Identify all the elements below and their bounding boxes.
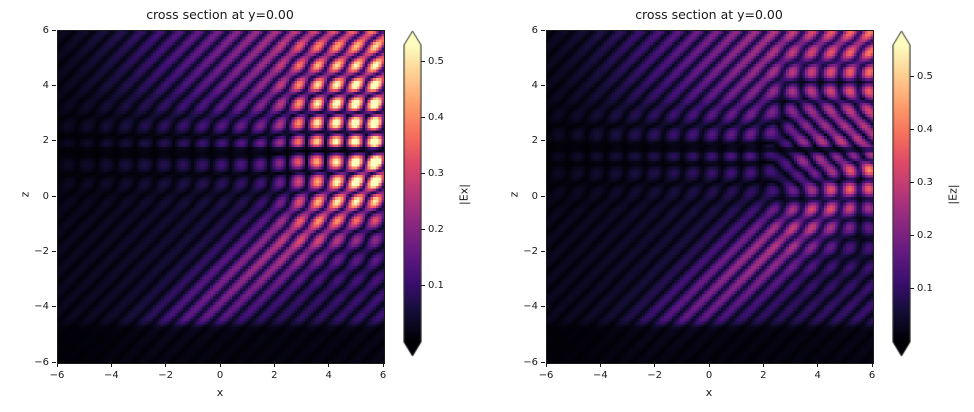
x-tick-mark [273, 363, 275, 367]
colorbar-tick-mark [421, 173, 425, 175]
colorbar-tick-mark [421, 229, 425, 231]
colorbar-tick-label: 0.4 [428, 112, 444, 124]
x-tick-label: −4 [103, 370, 119, 381]
x-tick-label: −2 [647, 370, 663, 381]
colorbar-tick-mark [421, 61, 425, 63]
x-tick-mark [817, 363, 819, 367]
y-tick-label: −4 [523, 301, 538, 313]
x-tick-label: 6 [379, 370, 387, 381]
y-tick-label: 0 [531, 190, 538, 202]
x-tick-label: −2 [158, 370, 174, 381]
y-axis-label: z [507, 191, 521, 198]
x-tick-mark [382, 363, 384, 367]
y-tick-mark [541, 84, 545, 86]
colorbar-tick-label: 0.4 [917, 124, 933, 136]
y-tick-label: 4 [42, 79, 49, 91]
x-tick-label: 6 [868, 370, 876, 381]
y-tick-label: −2 [523, 245, 538, 257]
x-tick-mark [871, 363, 873, 367]
colorbar-label: |Ez| [946, 184, 960, 205]
y-tick-mark [52, 140, 56, 142]
colorbar-tick-mark [910, 182, 914, 184]
y-axis-label: z [18, 191, 32, 198]
y-tick-mark [541, 140, 545, 142]
heatmap-axes [57, 30, 385, 364]
y-tick-mark [52, 361, 56, 363]
colorbar-tick-mark [910, 235, 914, 237]
colorbar-tick-mark [910, 288, 914, 290]
x-tick-mark [219, 363, 221, 367]
x-tick-label: −6 [538, 370, 554, 381]
x-tick-label: 4 [814, 370, 821, 381]
x-axis-label: x [216, 386, 224, 399]
colorbar-tick-label: 0.1 [917, 283, 933, 295]
colorbar-tick-label: 0.1 [428, 280, 444, 292]
colorbar-tick-mark [421, 285, 425, 287]
y-tick-mark [541, 250, 545, 252]
colorbar-tick-mark [910, 76, 914, 78]
y-tick-mark [52, 84, 56, 86]
x-tick-label: 2 [760, 370, 767, 381]
x-tick-label: 0 [216, 370, 224, 381]
colorbar [403, 30, 422, 357]
x-tick-label: 0 [705, 370, 713, 381]
colorbar-label: |Ex| [457, 184, 471, 205]
plot-title: cross section at y=0.00 [635, 7, 783, 22]
colorbar-tick-label: 0.2 [428, 224, 444, 236]
y-tick-mark [52, 195, 56, 197]
x-tick-label: 4 [325, 370, 332, 381]
y-tick-label: 0 [42, 190, 49, 202]
y-tick-label: −2 [34, 245, 49, 257]
y-tick-label: 6 [42, 24, 49, 36]
y-tick-mark [541, 195, 545, 197]
y-tick-mark [541, 306, 545, 308]
y-tick-label: 4 [531, 79, 538, 91]
x-tick-mark [599, 363, 601, 367]
x-tick-mark [654, 363, 656, 367]
x-tick-label: −4 [592, 370, 608, 381]
y-tick-label: 2 [42, 135, 49, 147]
y-tick-mark [541, 29, 545, 31]
x-tick-label: 2 [271, 370, 278, 381]
y-tick-mark [52, 306, 56, 308]
colorbar-tick-label: 0.3 [428, 168, 444, 180]
x-tick-label: −6 [49, 370, 65, 381]
x-tick-mark [165, 363, 167, 367]
colorbar-tick-label: 0.2 [917, 230, 933, 242]
x-tick-mark [56, 363, 58, 367]
y-tick-label: −4 [34, 301, 49, 313]
x-tick-mark [762, 363, 764, 367]
x-tick-mark [708, 363, 710, 367]
colorbar-tick-label: 0.5 [917, 71, 933, 83]
colorbar-tick-label: 0.5 [428, 56, 444, 68]
y-tick-mark [541, 361, 545, 363]
plot-title: cross section at y=0.00 [146, 7, 294, 22]
y-tick-label: 2 [531, 135, 538, 147]
x-axis-label: x [705, 386, 713, 399]
colorbar [892, 30, 911, 357]
colorbar-tick-label: 0.3 [917, 177, 933, 189]
heatmap-image [547, 31, 873, 363]
heatmap-image [58, 31, 384, 363]
heatmap-axes [546, 30, 874, 364]
y-tick-label: −6 [523, 356, 538, 368]
colorbar-tick-mark [421, 117, 425, 119]
y-tick-mark [52, 29, 56, 31]
y-tick-label: −6 [34, 356, 49, 368]
y-tick-mark [52, 250, 56, 252]
x-tick-mark [110, 363, 112, 367]
x-tick-mark [545, 363, 547, 367]
x-tick-mark [328, 363, 330, 367]
y-tick-label: 6 [531, 24, 538, 36]
colorbar-tick-mark [910, 129, 914, 131]
